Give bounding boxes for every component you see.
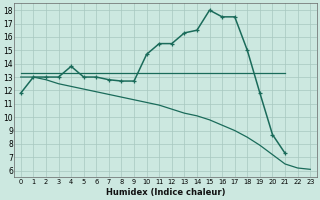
X-axis label: Humidex (Indice chaleur): Humidex (Indice chaleur) <box>106 188 225 197</box>
